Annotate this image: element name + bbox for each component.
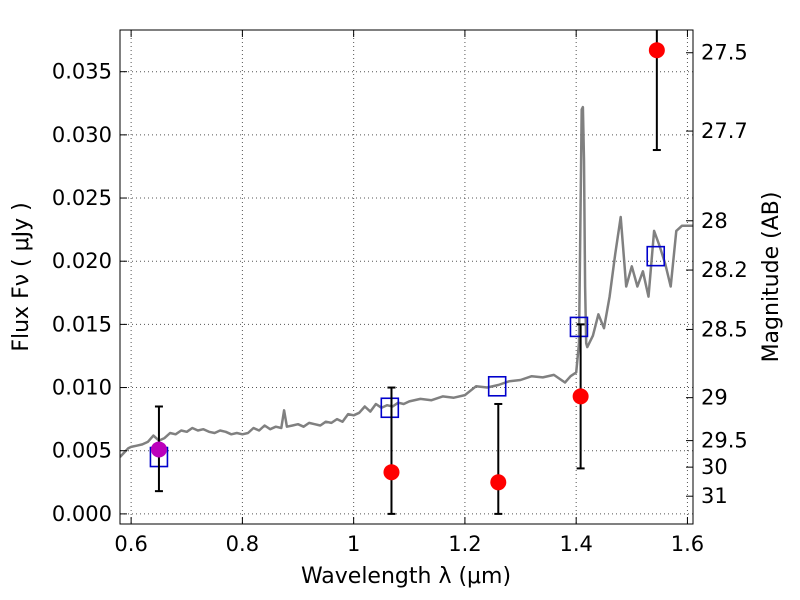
observed-point-marker — [572, 388, 589, 405]
y-tick-label: 0.025 — [52, 186, 112, 210]
y2-tick-label: 31 — [701, 484, 728, 508]
y-tick-label: 0.000 — [52, 502, 112, 526]
plot-data — [120, 30, 693, 515]
observed-point-marker — [490, 474, 507, 491]
observed-point-marker — [150, 441, 167, 458]
observed-point-marker — [383, 464, 400, 481]
y-tick-label: 0.010 — [52, 376, 112, 400]
observed-point-marker — [648, 42, 665, 59]
y2-tick-label: 27.7 — [701, 119, 748, 143]
x-axis-label: Wavelength λ (μm) — [301, 564, 511, 589]
y2-tick-label: 28 — [701, 209, 728, 233]
model-square-marker — [646, 245, 666, 267]
y2-tick-label: 28.5 — [701, 317, 748, 341]
y2-tick-label: 29 — [701, 386, 728, 410]
right-axis-label: Magnitude (AB) — [759, 192, 784, 363]
x-tick-label: 1 — [347, 532, 360, 556]
x-tick-label: 1.2 — [448, 532, 481, 556]
model-square-marker — [380, 397, 400, 419]
plot-frame — [119, 29, 694, 525]
model-square-marker — [569, 316, 589, 338]
y-tick-label: 0.020 — [52, 249, 112, 273]
y2-tick-label: 30 — [701, 455, 728, 479]
spectrum-line — [120, 105, 693, 458]
grid-lines — [120, 30, 693, 524]
x-tick-label: 0.8 — [226, 532, 259, 556]
y-tick-label: 0.035 — [52, 60, 112, 84]
y2-tick-label: 27.5 — [701, 41, 748, 65]
y-tick-label: 0.030 — [52, 123, 112, 147]
y-tick-label: 0.015 — [52, 312, 112, 336]
x-tick-label: 1.4 — [559, 532, 592, 556]
x-tick-label: 1.6 — [671, 532, 704, 556]
y2-tick-label: 29.5 — [701, 429, 748, 453]
axis-ticks: 0.6 0.8 1 1.2 1.4 1.6 0.000 0.005 0.010 0.015 0.02… — [52, 30, 748, 556]
y-tick-label: 0.005 — [52, 439, 112, 463]
model-square-marker — [487, 375, 507, 397]
y-axis-label: Flux Fν ( μJy ) — [9, 202, 34, 351]
y2-tick-label: 28.2 — [701, 258, 748, 282]
x-tick-label: 0.6 — [114, 532, 147, 556]
